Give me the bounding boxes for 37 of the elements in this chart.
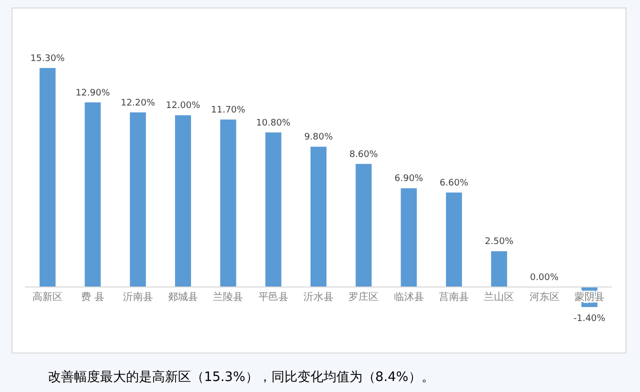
x-tick-label: 临沭县 [394,291,424,303]
bar [220,120,236,287]
data-label: 6.60% [440,178,469,189]
bar [84,102,101,287]
x-tick-label: 平邑县 [258,292,288,303]
bar [446,192,462,287]
data-label: 11.70% [211,106,246,116]
bar [491,251,508,287]
bar [40,68,56,287]
bar [130,112,146,287]
x-tick-label: 罗庄区 [348,291,379,303]
data-label: 15.30% [30,54,66,64]
x-tick-label: 兰陵县 [213,291,244,303]
bar [175,115,192,287]
data-label: 0.00% [530,273,560,283]
data-label: 9.80% [304,132,334,143]
bar [265,132,282,287]
x-tick-label: 费 县 [81,291,104,303]
x-tick-label: 高新区 [32,291,63,303]
x-tick-label: 兰山区 [484,291,514,303]
text: 改善幅度最大的是高新区（15.3%），同比变化均值为（8.4%）。 [48,369,434,385]
data-label: -1.40% [574,314,606,324]
data-label: 12.00% [166,101,201,112]
x-tick-label: 莒南县 [438,291,469,303]
data-label: 12.20% [120,98,156,108]
data-label: 8.60% [349,150,378,160]
data-label: 10.80% [256,118,291,128]
x-tick-label: 河东区 [529,291,560,303]
x-tick-label: 沂水县 [304,291,334,303]
bar [356,164,372,287]
bar [310,146,326,287]
data-label: 6.90% [394,174,424,184]
data-label: 12.90% [76,88,110,98]
bar [400,188,417,287]
data-label: 2.50% [484,237,514,248]
x-tick-label: 沂南县 [122,291,153,303]
x-tick-label: 郯城县 [168,291,198,303]
